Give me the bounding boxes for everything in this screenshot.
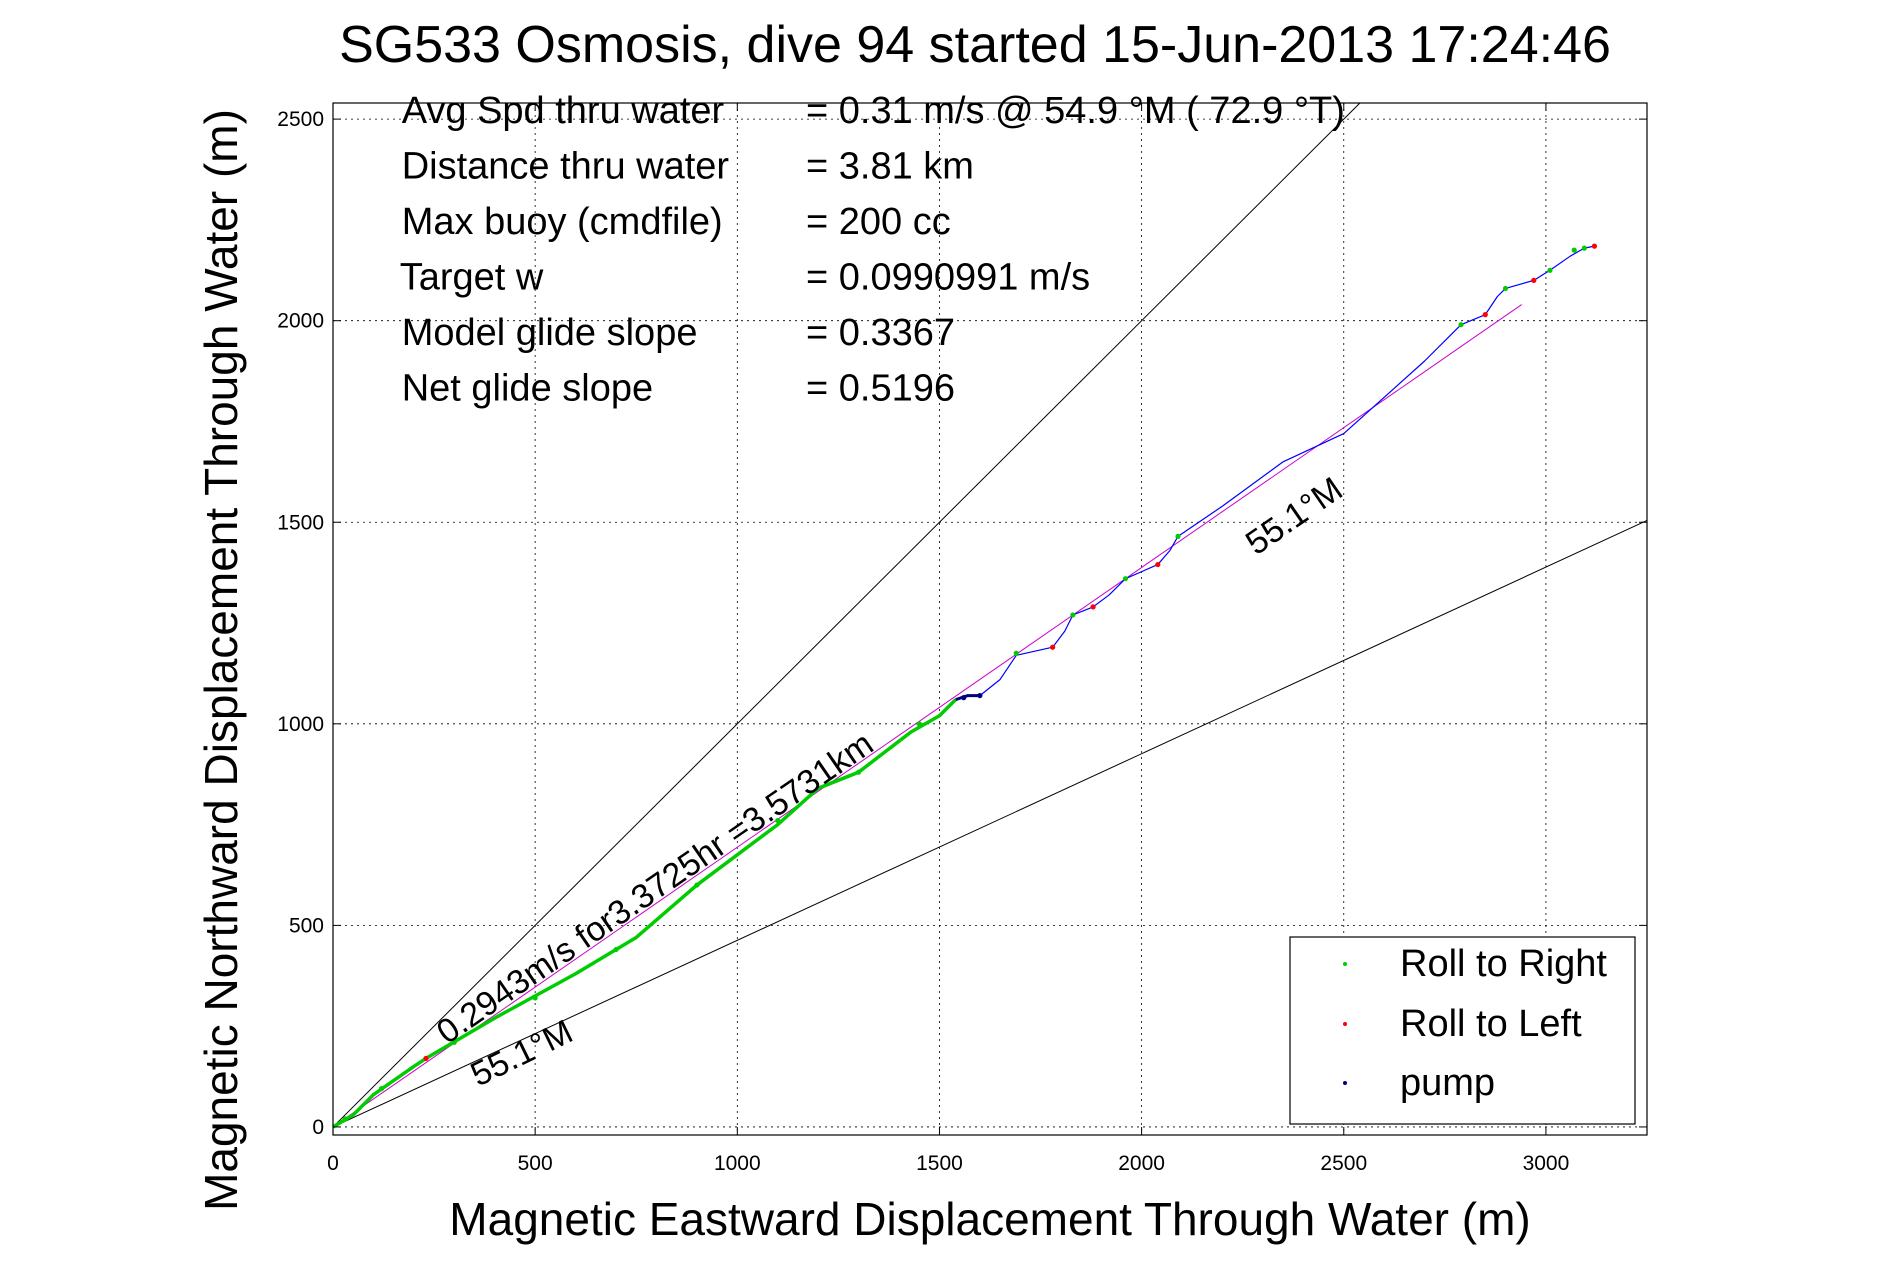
legend-label-pump: pump: [1400, 1062, 1495, 1104]
series-point-0: [1571, 247, 1577, 253]
guide-line-1: [332, 520, 1648, 1128]
stat-label: Model glide slope: [402, 312, 698, 354]
series-point-0: [1013, 650, 1019, 656]
legend-box: [1289, 936, 1636, 1125]
dive-statistics: Avg Spd thru water = 0.31 m/s @ 54.9 °M (…: [400, 90, 1345, 410]
series-point-1: [1531, 277, 1537, 283]
heading-line: [332, 304, 1522, 1128]
series-point-0: [378, 1086, 385, 1092]
stat-label: Target w: [400, 257, 544, 299]
stat-value: = 0.3367: [806, 312, 955, 354]
x-tick-label: 1000: [714, 1152, 761, 1175]
legend-label-roll-left: Roll to Left: [1400, 1003, 1582, 1045]
legend-label-roll-right: Roll to Right: [1400, 943, 1607, 985]
guide-lines: [332, 102, 1648, 1128]
series-point-0: [451, 1039, 457, 1045]
track-heading-annotation: 55.1°M: [1239, 470, 1350, 563]
x-tick-label: 500: [518, 1152, 553, 1175]
y-axis-label: Magnetic Northward Displacement Through …: [195, 109, 247, 1211]
y-tick-label: 2500: [277, 108, 324, 131]
y-tick-label: 2000: [277, 310, 324, 333]
stat-value: = 0.0990991 m/s: [806, 257, 1090, 299]
series-segment-2: [955, 694, 980, 702]
series-point-0: [613, 946, 619, 953]
y-tick-label: 1500: [277, 511, 324, 534]
plot-marks: [332, 243, 1598, 1129]
legend-marker-pump: [1343, 1081, 1347, 1085]
series-point-0: [1122, 576, 1129, 582]
series-point-0: [1502, 285, 1509, 292]
stat-value: = 0.5196: [806, 368, 955, 410]
speed-distance-annotation: 0.2943m/s for3.3725hr =3.5731km: [430, 725, 880, 1052]
stat-value: = 0.31 m/s @ 54.9 °M ( 72.9 °T): [806, 90, 1345, 132]
x-tick-label: 1500: [916, 1152, 963, 1175]
x-tick-label: 0: [327, 1152, 339, 1175]
legend: Roll to Right Roll to Left pump: [1289, 936, 1636, 1125]
series-point-0: [532, 995, 538, 1001]
series-point-1: [1090, 604, 1096, 610]
stat-value: = 200 cc: [806, 201, 951, 243]
series-point-0: [1070, 612, 1076, 618]
series-point-0: [856, 769, 862, 775]
y-tick-label: 0: [312, 1116, 324, 1139]
series-point-0: [916, 721, 922, 727]
x-tick-label: 3000: [1523, 1152, 1570, 1175]
series-point-0: [342, 1116, 348, 1122]
x-axis-label: Magnetic Eastward Displacement Through W…: [449, 1193, 1530, 1245]
stat-value: = 3.81 km: [806, 146, 974, 188]
series-point-0: [1547, 267, 1553, 273]
stat-label: Avg Spd thru water: [402, 90, 725, 132]
y-tick-label: 500: [289, 914, 324, 937]
stat-label: Max buoy (cmdfile): [402, 201, 723, 243]
series-point-0: [1175, 533, 1181, 539]
series-point-1: [1482, 312, 1488, 318]
series-point-1: [423, 1055, 429, 1062]
x-tick-label: 2000: [1118, 1152, 1165, 1175]
series-point-0: [1458, 322, 1464, 328]
legend-marker-roll-right: [1343, 962, 1347, 966]
axis-ticks: 0 500 1000 1500 2000 2500 3000 0 500 1000 1500 2000…: [277, 103, 1647, 1175]
series-point-2: [961, 695, 967, 701]
chart-title: SG533 Osmosis, dive 94 started 15-Jun-20…: [339, 16, 1611, 74]
series-point-0: [694, 882, 700, 888]
series-point-1: [1050, 644, 1056, 650]
y-tick-label: 1000: [277, 713, 324, 736]
series-point-0: [1581, 245, 1587, 251]
series-point-0: [775, 817, 781, 824]
plot-area-frame: [332, 102, 1648, 1136]
legend-marker-roll-left: [1343, 1022, 1347, 1026]
series-point-2: [977, 692, 983, 699]
guide-line-0: [332, 102, 1361, 1128]
x-tick-label: 2500: [1320, 1152, 1367, 1175]
stat-label: Distance thru water: [402, 146, 730, 188]
glider-track: [979, 245, 1595, 697]
series-point-1: [1155, 561, 1161, 568]
stat-label: Net glide slope: [402, 368, 653, 410]
series-segment-0: [332, 698, 957, 1129]
series-point-1: [1591, 243, 1598, 249]
